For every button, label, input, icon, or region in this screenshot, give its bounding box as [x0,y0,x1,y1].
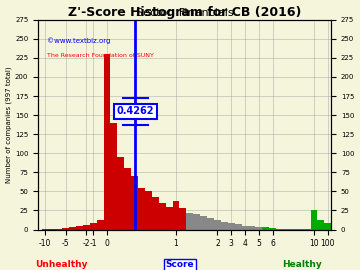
Text: Sector: Financials: Sector: Financials [136,8,233,18]
Bar [159,203,166,230]
Bar [283,229,290,230]
Bar [97,220,104,230]
Bar [124,168,131,230]
Bar [186,213,193,230]
Text: Healthy: Healthy [283,260,322,269]
Bar [48,229,55,230]
Bar [69,227,76,230]
Bar [55,229,62,230]
Bar [83,225,90,230]
Bar [269,228,276,230]
Y-axis label: Number of companies (997 total): Number of companies (997 total) [5,66,12,183]
Bar [172,201,180,229]
Bar [318,220,324,230]
Bar [242,226,248,230]
Bar [262,227,269,230]
Bar [297,229,303,230]
Text: Score: Score [166,260,194,269]
Bar [207,218,214,230]
Bar [166,207,172,230]
Bar [131,176,138,230]
Text: 0.4262: 0.4262 [117,106,154,116]
Bar [111,123,117,230]
Bar [180,208,186,230]
Bar [276,229,283,230]
Bar [193,214,200,230]
Text: Unhealthy: Unhealthy [35,260,87,269]
Bar [145,191,152,230]
Bar [324,223,331,230]
Bar [76,227,83,230]
Bar [104,54,111,229]
Bar [255,227,262,230]
Bar [117,157,124,230]
Bar [290,229,297,230]
Bar [138,188,145,230]
Title: Z'-Score Histogram for CB (2016): Z'-Score Histogram for CB (2016) [68,6,301,19]
Text: The Research Foundation of SUNY: The Research Foundation of SUNY [47,53,154,59]
Bar [248,227,255,230]
Bar [221,222,228,230]
Bar [200,216,207,230]
Bar [90,223,97,230]
Bar [62,228,69,230]
Bar [41,229,48,230]
Bar [214,220,221,230]
Bar [303,229,311,230]
Bar [228,223,235,230]
Bar [152,197,159,230]
Bar [235,224,242,230]
Text: ©www.textbiz.org: ©www.textbiz.org [47,37,110,44]
Bar [311,210,318,230]
